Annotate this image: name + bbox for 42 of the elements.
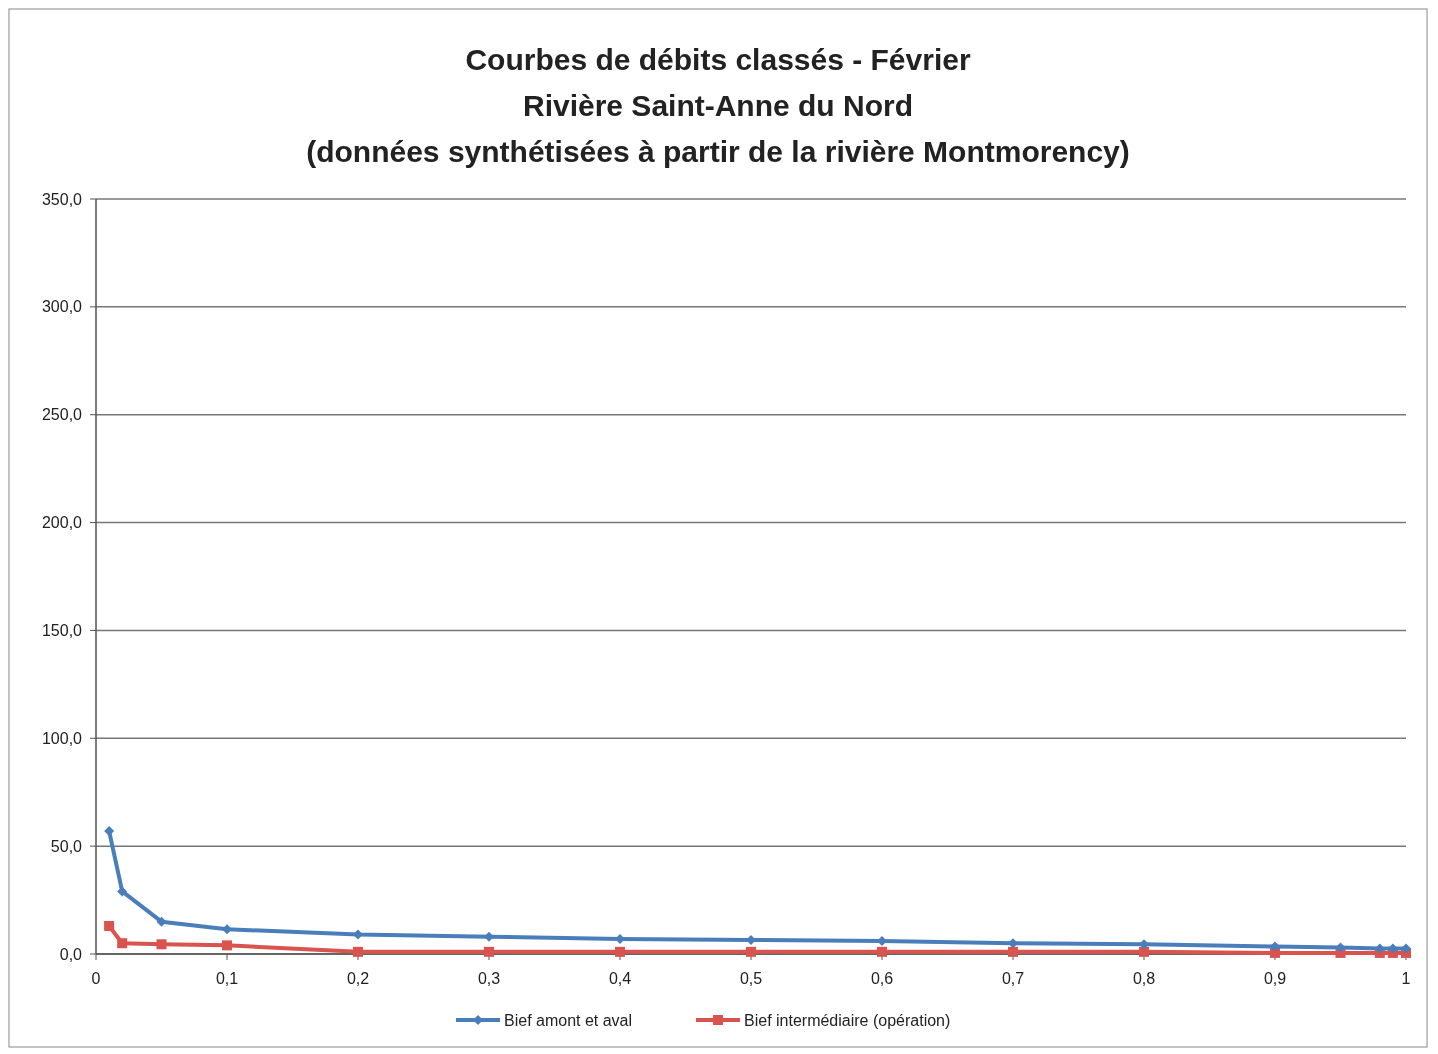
y-tick-label: 150,0	[41, 622, 83, 640]
point	[222, 924, 232, 935]
y-tick-label: 200,0	[41, 514, 83, 532]
legend-label: Bief amont et aval	[504, 1011, 633, 1029]
x-tick-label: 0,6	[870, 970, 894, 987]
x-tick-label: 0,7	[1001, 970, 1025, 987]
x-tick-label: 0,2	[346, 970, 370, 987]
point	[1008, 946, 1018, 957]
legend-label: Bief intermédiaire (opération)	[744, 1011, 951, 1029]
x-tick-label: 0	[91, 970, 101, 987]
point	[1401, 943, 1411, 954]
y-tick-label: 250,0	[41, 406, 83, 424]
point	[353, 929, 363, 940]
x-tick-label: 0,5	[739, 970, 763, 987]
y-tick-label: 50,0	[50, 837, 83, 855]
point	[353, 946, 363, 957]
x-tick-label: 0,8	[1132, 970, 1156, 987]
point	[746, 946, 756, 957]
x-tick-label: 0,9	[1263, 970, 1287, 987]
point	[156, 916, 167, 927]
point	[484, 931, 494, 942]
point	[104, 920, 115, 931]
y-tick-label: 300,0	[41, 298, 83, 316]
point	[1139, 939, 1149, 950]
y-tick-label: 0,0	[59, 945, 83, 963]
point	[1270, 941, 1280, 952]
point	[222, 940, 232, 951]
point	[117, 886, 128, 897]
point	[484, 946, 494, 957]
point	[156, 939, 167, 950]
chart-title: Courbes de débits classés - Février Rivière Saint-Anne du Nord (données synthétisées à partir de la rivière Montmorency)	[306, 43, 1130, 168]
point	[877, 946, 887, 957]
x-tick-label: 0,4	[608, 970, 632, 987]
point	[1139, 946, 1149, 957]
x-tick-label: 1	[1401, 970, 1411, 987]
point	[615, 946, 625, 957]
point	[1008, 938, 1018, 949]
point	[117, 938, 128, 949]
y-tick-label: 100,0	[41, 729, 83, 747]
y-tick-label: 350,0	[41, 190, 83, 208]
x-tick-label: 0,3	[477, 970, 501, 987]
x-tick-label: 0,1	[215, 970, 239, 987]
